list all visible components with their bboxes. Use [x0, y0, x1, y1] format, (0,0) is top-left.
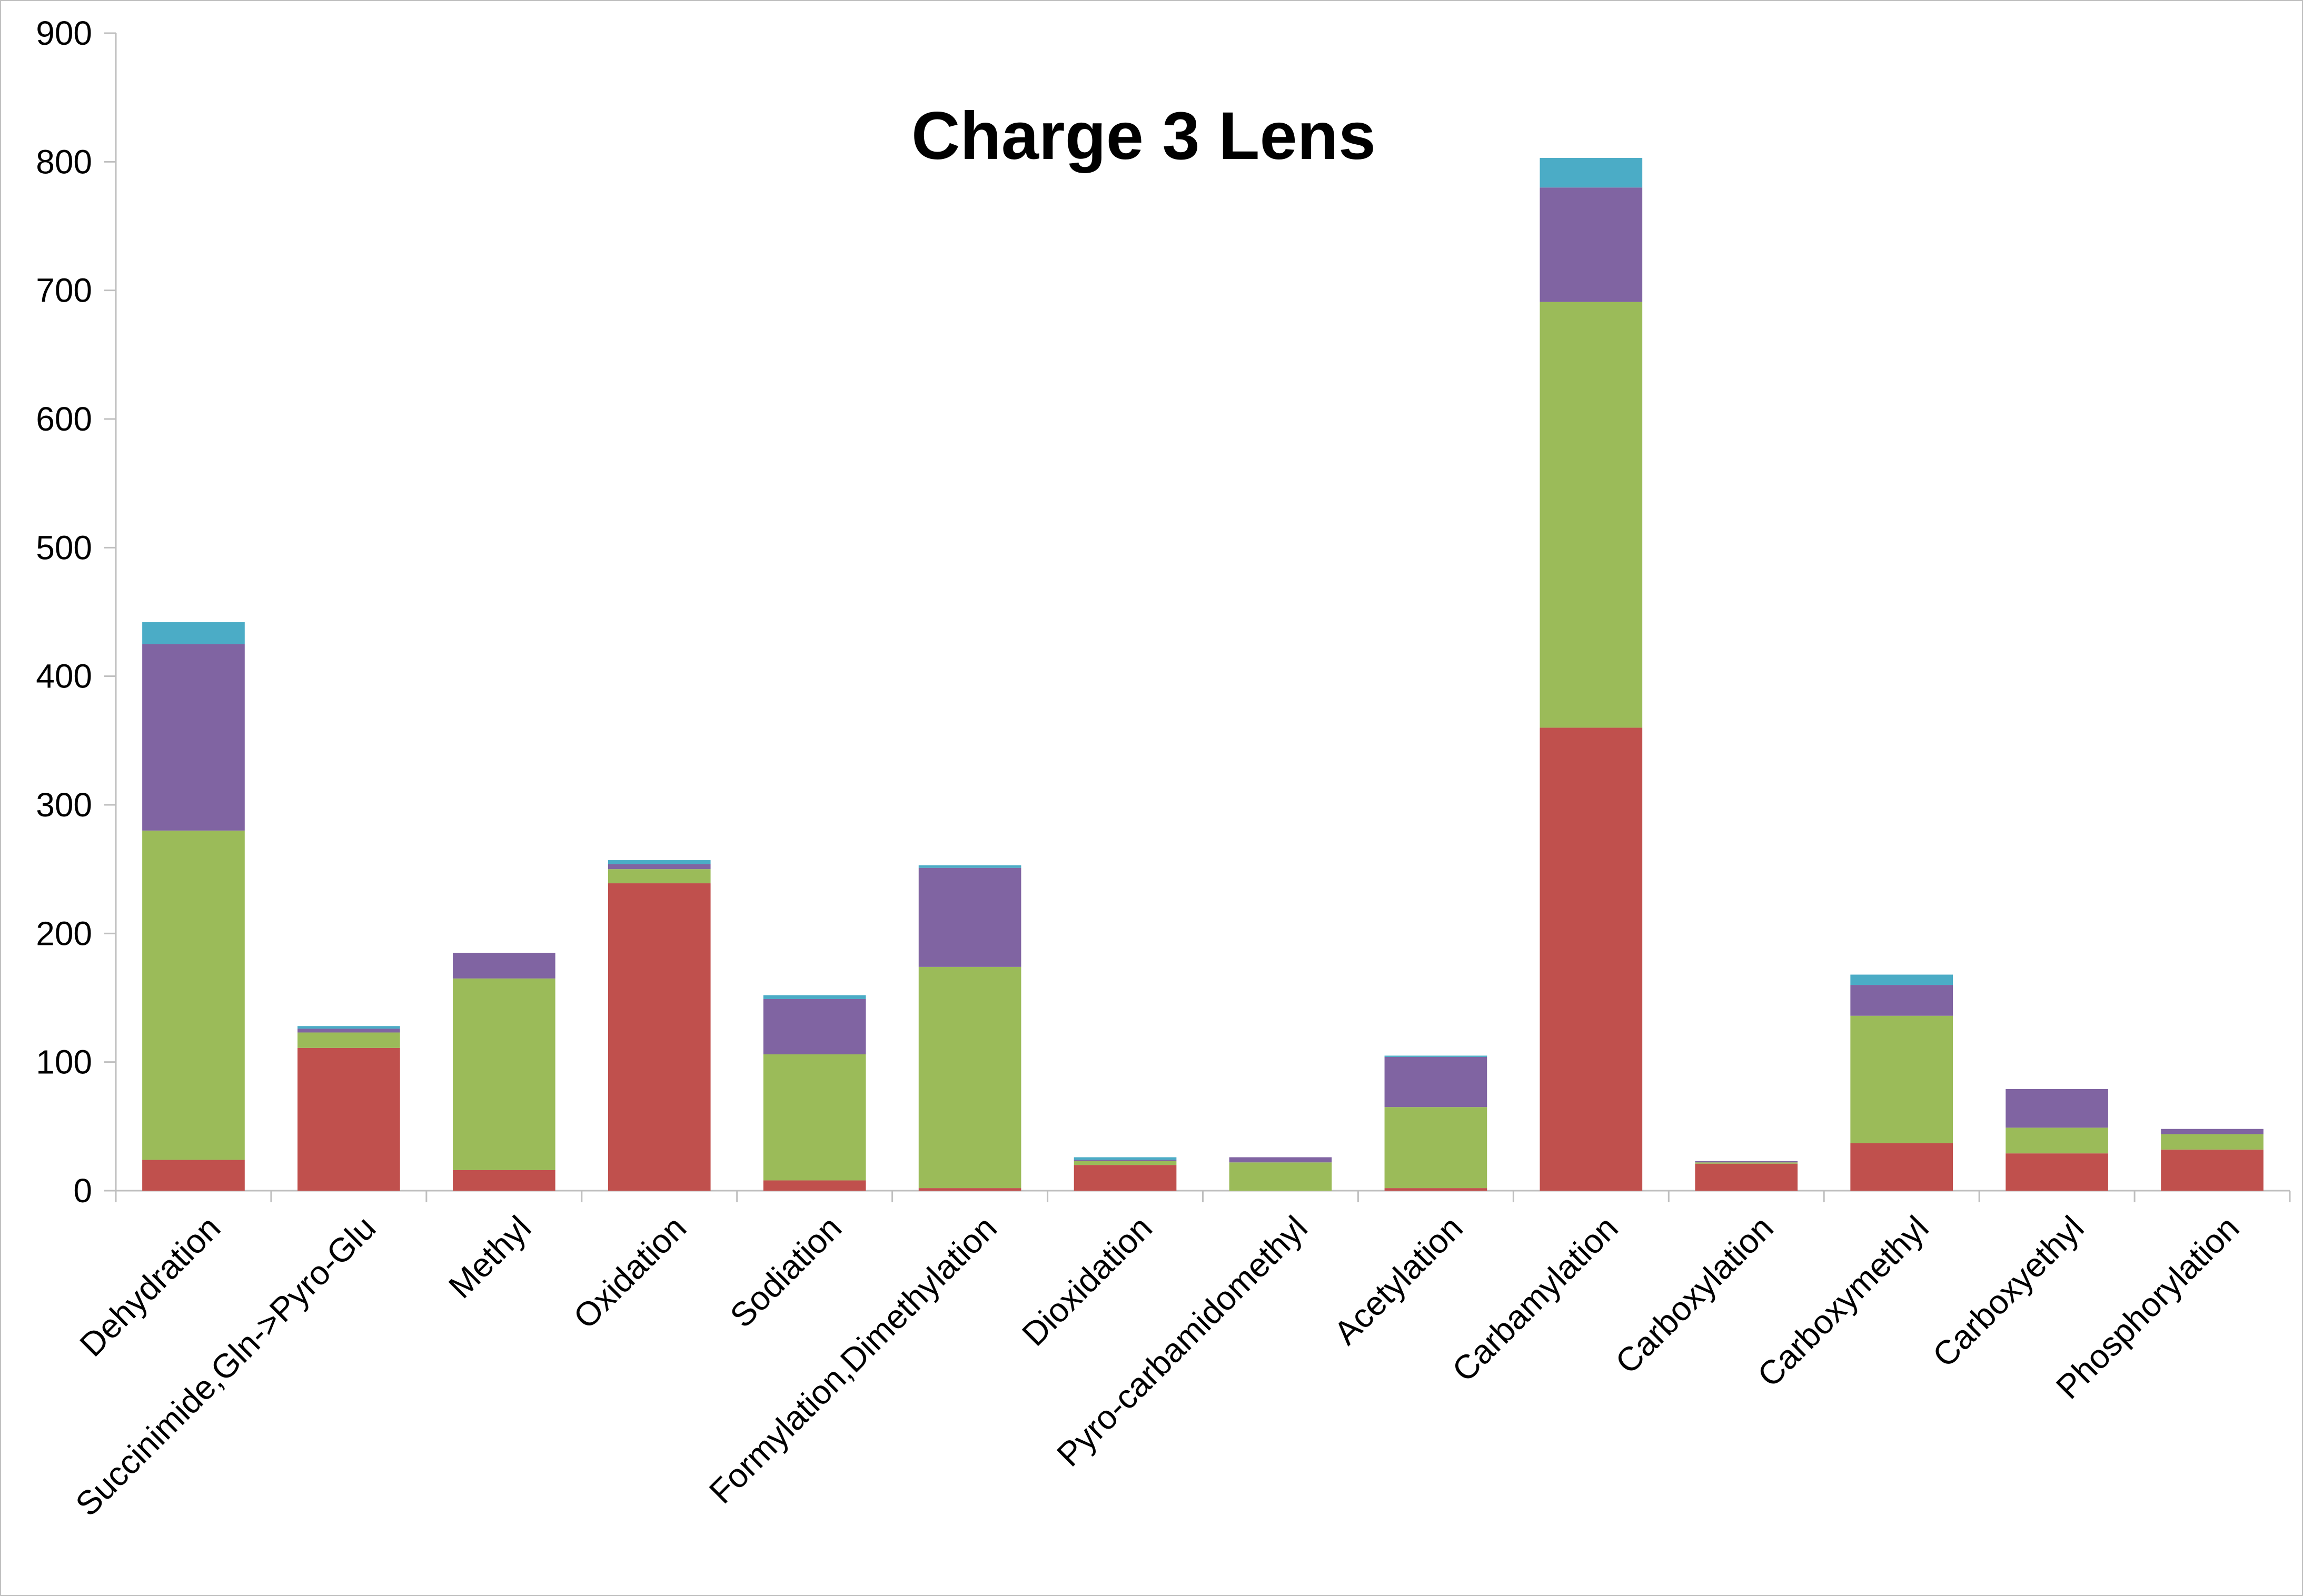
bar-segment [763, 1180, 866, 1191]
bar-segment [1850, 974, 1953, 985]
bar-segment [1384, 1107, 1487, 1189]
bar-segment [1695, 1161, 1798, 1163]
x-category-label: Dioxidation [1015, 1209, 1159, 1353]
bar-segment [1229, 1157, 1332, 1163]
bar-segment [142, 622, 245, 644]
bar-segment [1540, 158, 1643, 188]
y-tick-label: 500 [36, 528, 92, 566]
bar-segment [1074, 1161, 1177, 1165]
bar-segment [142, 830, 245, 1160]
bar-segment [297, 1029, 400, 1033]
bar-segment [2006, 1089, 2108, 1128]
bar-segment [1850, 1143, 1953, 1191]
bar-segment [763, 999, 866, 1055]
bar-segment [918, 966, 1021, 1189]
bar-segment [297, 1032, 400, 1048]
bar-segment [1074, 1165, 1177, 1191]
x-category-label: Carbamylation [1445, 1209, 1625, 1389]
bar-segment [1850, 985, 1953, 1016]
bar-segment [2161, 1149, 2264, 1191]
x-category-label: Acetylation [1327, 1209, 1470, 1352]
bar-segment [142, 644, 245, 831]
y-tick-label: 100 [36, 1043, 92, 1081]
bar-segment [763, 995, 866, 999]
y-tick-label: 400 [36, 657, 92, 695]
bar-segment [608, 883, 711, 1191]
x-category-label: Carboxylation [1608, 1209, 1781, 1381]
bar-segment [1229, 1162, 1332, 1191]
bar-segment [297, 1048, 400, 1191]
x-category-label: Succinimide,Gln->Pyro-Glu [68, 1209, 383, 1523]
bar-segment [918, 867, 1021, 967]
bar-segment [142, 1160, 245, 1191]
bar-segment [1850, 1015, 1953, 1143]
y-tick-label: 900 [36, 14, 92, 52]
bar-segment [1384, 1055, 1487, 1057]
x-category-label: Sodiation [722, 1209, 849, 1335]
x-category-label: Formylation,Dimethylation [702, 1209, 1004, 1511]
bar-segment [452, 1170, 555, 1191]
bar-segment [918, 1188, 1021, 1191]
y-tick-label: 0 [73, 1172, 92, 1210]
bar-segment [608, 869, 711, 884]
x-category-label: Dehydration [72, 1209, 227, 1364]
x-category-label: Methyl [441, 1209, 538, 1305]
axes [115, 33, 2291, 1202]
bar-segment [452, 978, 555, 1170]
bar-segment [1384, 1056, 1487, 1108]
bar-segment [1540, 302, 1643, 728]
bar-segment [2006, 1153, 2108, 1191]
bar-segment [1540, 187, 1643, 302]
bar-segment [918, 865, 1021, 868]
y-tick-label: 800 [36, 143, 92, 181]
bar-series [142, 158, 2264, 1191]
bar-segment [1384, 1188, 1487, 1191]
x-category-label: Pyro-carbamidomethyl [1049, 1209, 1315, 1474]
x-category-label: Carboxyethyl [1925, 1209, 2091, 1374]
y-tick-label: 700 [36, 272, 92, 310]
bar-segment [1695, 1162, 1798, 1164]
bar-segment [2161, 1134, 2264, 1150]
y-axis-ticks: 0 100 200 300 400 500 600 700 800 900 [36, 14, 116, 1210]
y-tick-label: 600 [36, 400, 92, 438]
x-category-label: Oxidation [566, 1209, 693, 1336]
bar-segment [608, 860, 711, 864]
bar-segment [1074, 1160, 1177, 1161]
bar-segment [763, 1054, 866, 1181]
bar-segment [1540, 727, 1643, 1191]
bar-segment [1074, 1157, 1177, 1160]
chart-title: Charge 3 Lens [911, 98, 1376, 174]
bar-segment [2161, 1129, 2264, 1134]
bar-segment [452, 952, 555, 979]
bar-segment [297, 1026, 400, 1029]
y-tick-label: 300 [36, 786, 92, 824]
bar-segment [608, 864, 711, 870]
y-tick-label: 200 [36, 914, 92, 952]
bar-segment [2006, 1128, 2108, 1154]
bar-segment [1695, 1163, 1798, 1191]
